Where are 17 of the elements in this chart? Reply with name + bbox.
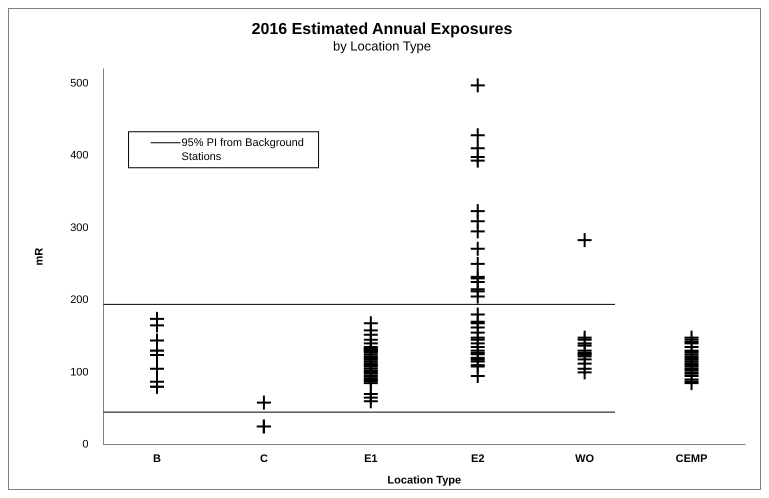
chart-title: 2016 Estimated Annual Exposures [252, 21, 513, 38]
y-tick-label: 400 [70, 150, 89, 162]
x-tick-label: WO [575, 453, 595, 466]
x-tick-label: E1 [364, 453, 378, 466]
y-tick-label: 200 [70, 294, 89, 306]
x-axis-title: Location Type [387, 474, 462, 486]
y-tick-label: 300 [70, 222, 89, 234]
y-tick-label: 0 [82, 438, 89, 451]
y-tick-label: 500 [70, 77, 89, 90]
x-tick-label: C [260, 453, 268, 466]
x-tick-label: CEMP [676, 453, 708, 466]
chart-subtitle: by Location Type [332, 38, 432, 54]
y-tick-label: 100 [70, 366, 89, 378]
x-tick-label: B [153, 453, 162, 466]
x-tick-label: E2 [470, 453, 484, 466]
legend-label: 95% PI from Background Stations [182, 136, 304, 163]
y-axis-title: mR [34, 248, 46, 266]
